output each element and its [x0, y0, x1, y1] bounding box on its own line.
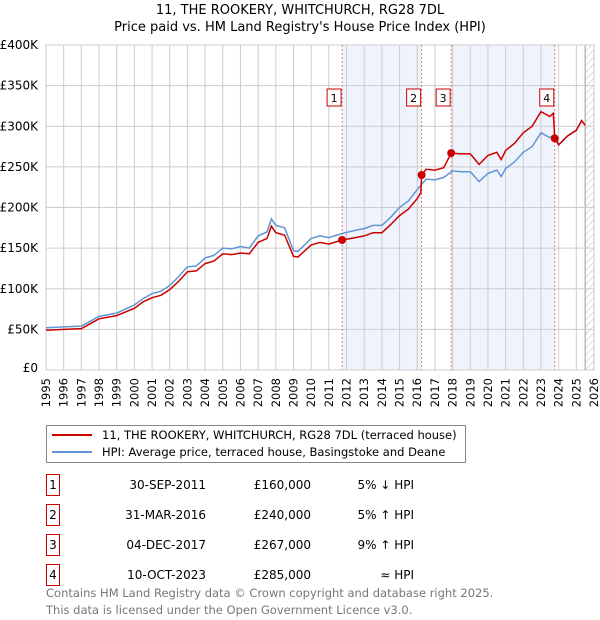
x-tick-label: 2015 [393, 378, 407, 407]
sale-row: 1 30-SEP-2011 £160,000 5% ↓ HPI [46, 474, 546, 496]
sale-number: 4 [46, 564, 60, 586]
x-tick-label: 2017 [428, 378, 442, 407]
y-tick-label: £250K [0, 160, 39, 174]
sale-label: 4 [543, 92, 550, 105]
sale-label-box [406, 88, 422, 107]
x-tick-label: 1996 [57, 378, 71, 407]
chart-subtitle: Price paid vs. HM Land Registry's House … [114, 20, 486, 35]
legend-swatch-blue [52, 451, 92, 453]
x-tick-label: 2013 [357, 378, 371, 407]
x-tick-label: 1995 [39, 378, 53, 407]
x-tick-label: 2021 [499, 378, 513, 407]
y-tick-label: £400K [0, 38, 39, 52]
sale-row: 3 04-DEC-2017 £267,000 9% ↑ HPI [46, 534, 546, 556]
x-tick-label: 1997 [74, 378, 88, 407]
x-tick-label: 2004 [198, 378, 212, 407]
y-tick-label: £50K [7, 322, 39, 336]
sale-number: 3 [46, 534, 60, 556]
sale-hpi-comparison: 9% ↑ HPI [357, 538, 414, 552]
sale-label: 3 [440, 92, 447, 105]
x-tick-label: 2000 [127, 378, 141, 407]
sale-date: 04-DEC-2017 [126, 538, 206, 552]
x-tick-label: 2025 [569, 378, 583, 407]
x-tick-label: 2026 [587, 378, 600, 407]
sale-label-box [435, 88, 451, 107]
sale-price: £285,000 [253, 568, 311, 582]
x-tick-label: 2024 [552, 378, 566, 407]
x-tick-label: 2002 [163, 378, 177, 407]
sale-date: 30-SEP-2011 [129, 478, 206, 492]
x-tick-label: 2019 [463, 378, 477, 407]
x-tick-label: 2011 [322, 378, 336, 407]
x-tick-label: 2023 [534, 378, 548, 407]
x-tick-label: 2022 [516, 378, 530, 407]
plot-frame [45, 44, 595, 371]
sale-date: 10-OCT-2023 [127, 568, 206, 582]
y-tick-label: £0 [23, 361, 38, 375]
y-tick-label: £100K [0, 282, 39, 296]
price-paid-line [45, 110, 586, 331]
sale-point [550, 134, 559, 143]
y-tick-label: £350K [0, 79, 39, 93]
y-tick-label: £150K [0, 241, 39, 255]
hpi-line [45, 119, 586, 329]
x-tick-label: 2012 [340, 378, 354, 407]
sale-hpi-comparison: ≈ HPI [380, 568, 414, 582]
x-tick-label: 2001 [145, 378, 159, 407]
sale-row: 2 31-MAR-2016 £240,000 5% ↑ HPI [46, 504, 546, 526]
sale-price: £267,000 [253, 538, 311, 552]
x-tick-label: 2006 [233, 378, 247, 407]
y-tick-label: £300K [0, 119, 39, 133]
sale-label-box [326, 88, 342, 107]
sale-label: 2 [410, 92, 417, 105]
x-tick-label: 2008 [269, 378, 283, 407]
x-tick-label: 1998 [92, 378, 106, 407]
chart-title: 11, THE ROOKERY, WHITCHURCH, RG28 7DL [155, 3, 445, 18]
x-tick-label: 2018 [446, 378, 460, 407]
x-tick-label: 2020 [481, 378, 495, 407]
legend-swatch-red [52, 434, 92, 436]
legend-label: HPI: Average price, terraced house, Basi… [102, 445, 446, 459]
x-tick-label: 2009 [286, 378, 300, 407]
sale-point [417, 171, 426, 179]
y-tick-label: £200K [0, 201, 39, 215]
x-tick-label: 2014 [375, 378, 389, 407]
sale-number: 1 [46, 474, 60, 496]
sale-label-box [539, 88, 555, 107]
plot-area: 1995 1996 1997 1998 1999 2000 2001 2002 2003 2004… [0, 38, 600, 407]
x-tick-label: 1999 [110, 378, 124, 407]
x-tick-label: 2003 [180, 378, 194, 407]
sale-price: £240,000 [253, 508, 311, 522]
sale-label: 1 [331, 92, 338, 105]
x-tick-label: 2016 [410, 378, 424, 407]
x-tick-label: 2010 [304, 378, 318, 407]
sale-point [338, 236, 347, 244]
sale-number: 2 [46, 504, 60, 526]
sale-hpi-comparison: 5% ↓ HPI [357, 478, 414, 492]
legend: 11, THE ROOKERY, WHITCHURCH, RG28 7DL (t… [46, 425, 466, 463]
sale-row: 4 10-OCT-2023 £285,000 ≈ HPI [46, 564, 546, 586]
legend-item-property: 11, THE ROOKERY, WHITCHURCH, RG28 7DL (t… [52, 427, 457, 443]
legend-label: 11, THE ROOKERY, WHITCHURCH, RG28 7DL (t… [102, 428, 457, 442]
legend-item-hpi: HPI: Average price, terraced house, Basi… [52, 444, 457, 460]
x-tick-label: 2005 [216, 378, 230, 407]
sale-point [447, 149, 456, 158]
x-tick-label: 2007 [251, 378, 265, 407]
sale-hpi-comparison: 5% ↑ HPI [357, 508, 414, 522]
sale-date: 31-MAR-2016 [125, 508, 206, 522]
sale-price: £160,000 [253, 478, 311, 492]
footer-licence: This data is licensed under the Open Gov… [46, 603, 413, 617]
footer-copyright: Contains HM Land Registry data © Crown c… [46, 586, 494, 600]
